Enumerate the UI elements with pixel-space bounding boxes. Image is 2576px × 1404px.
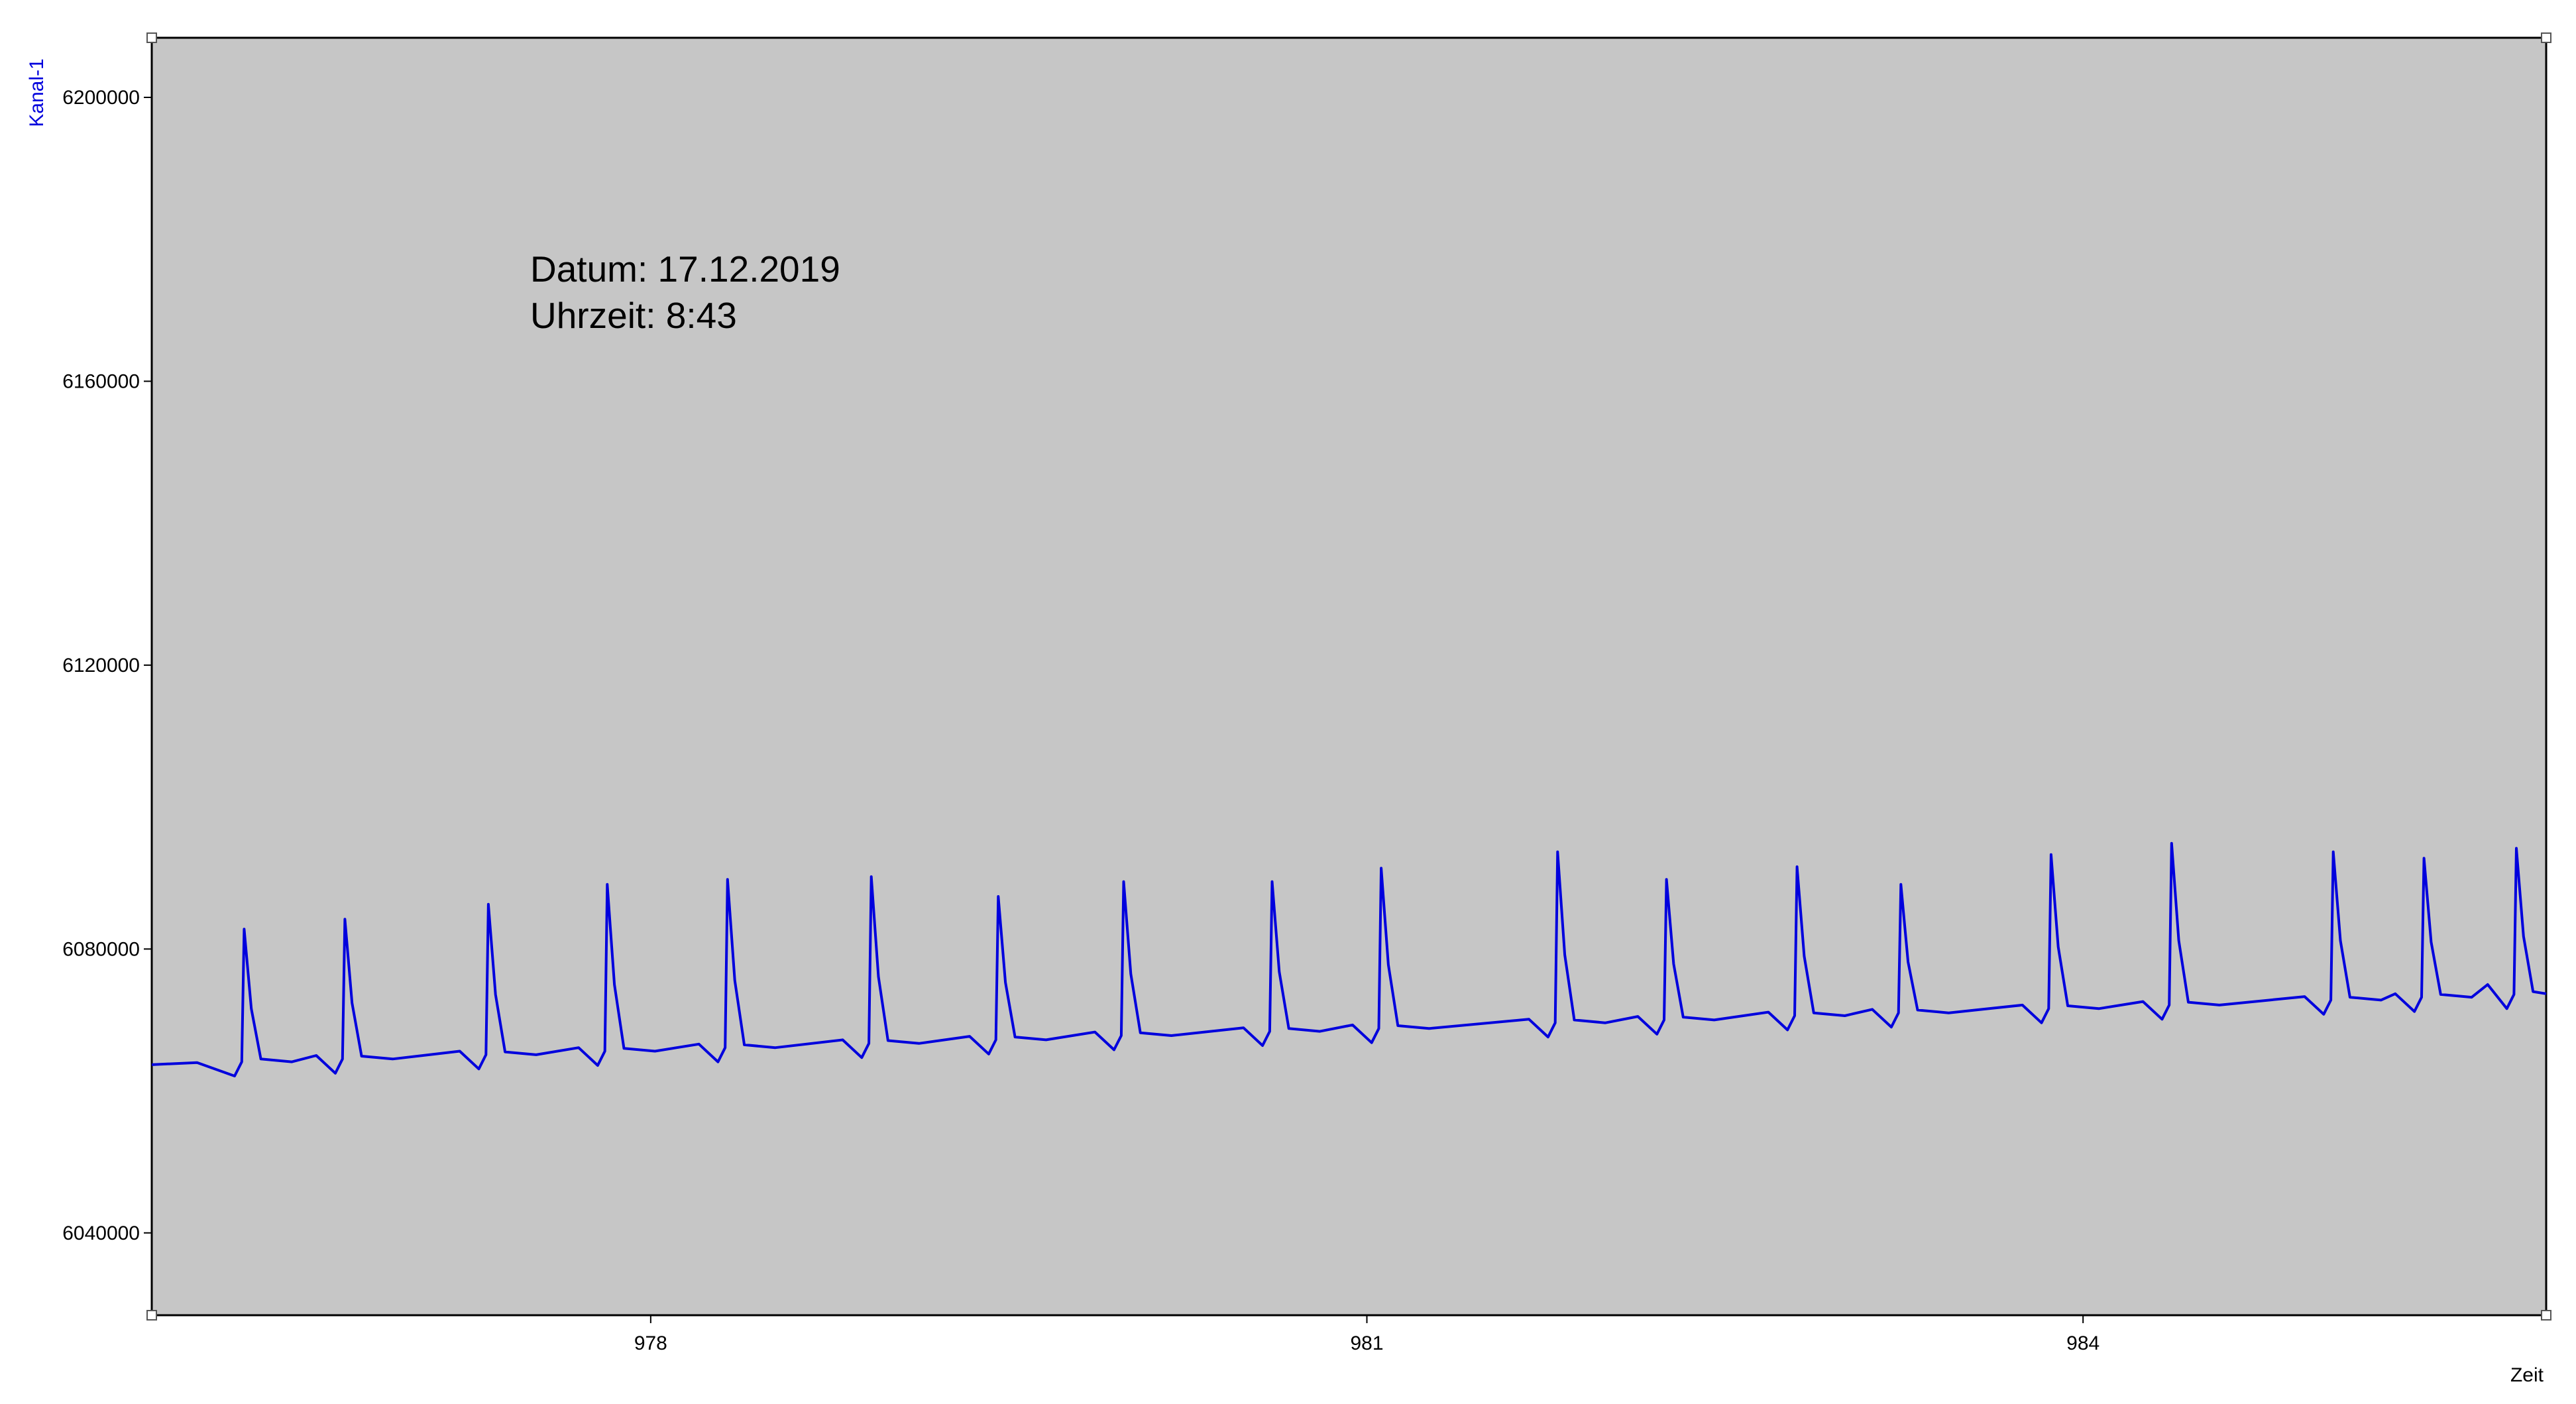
x-tick-label: 984 [2066, 1332, 2100, 1354]
y-tick-label: 6200000 [62, 87, 140, 109]
corner-handles [146, 32, 2551, 1321]
handle [146, 1310, 157, 1321]
y-tick-label: 6160000 [62, 370, 140, 392]
x-tick-label: 981 [1350, 1332, 1383, 1354]
x-axis-label: Zeit [2510, 1364, 2544, 1386]
handle [2541, 1310, 2551, 1321]
annotation: Uhrzeit: 8:43 [530, 295, 737, 336]
annotation: Datum: 17.12.2019 [530, 248, 840, 290]
x-tick-label: 978 [634, 1332, 667, 1354]
y-tick-label: 6040000 [62, 1222, 140, 1244]
handle [146, 32, 157, 43]
y-axis-label: Kanal-1 [26, 58, 48, 127]
handle [2541, 32, 2551, 43]
data-line [151, 841, 2547, 1077]
plot-area [150, 36, 2548, 1317]
y-tick-label: 6120000 [62, 655, 140, 676]
y-tick-label: 6080000 [62, 938, 140, 960]
